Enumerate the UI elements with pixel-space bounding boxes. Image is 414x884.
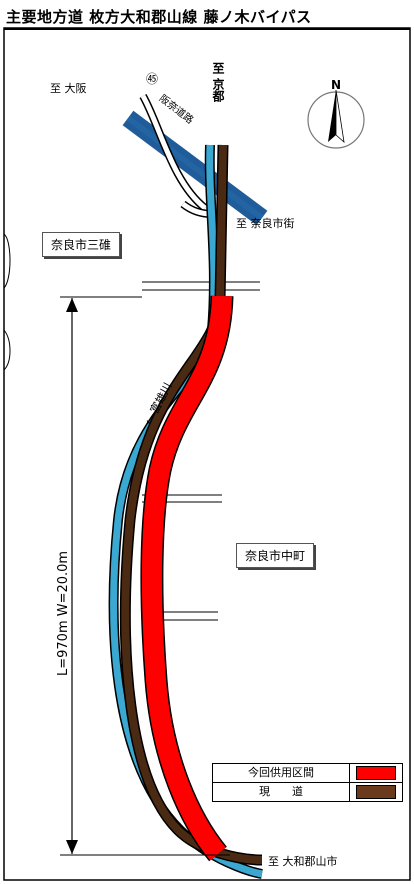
label-area-mikkurami: 奈良市三碓 <box>42 232 121 257</box>
dimension-line <box>60 296 230 856</box>
legend: 今回供用区間 現 道 <box>212 763 403 802</box>
new-section-road <box>140 295 234 862</box>
route-badge: ㊺ <box>146 72 159 86</box>
legend-label: 今回供用区間 <box>213 764 350 782</box>
label-to-yamato-koriyama: 至 大和郡山市 <box>268 855 338 868</box>
map-edge-bracket <box>3 233 11 371</box>
legend-label: 現 道 <box>213 783 350 801</box>
label-area-nakamachi: 奈良市中町 <box>236 543 315 568</box>
label-to-nara-city: 至 奈良市街 <box>236 217 295 230</box>
legend-swatch-red <box>356 766 396 780</box>
label-to-kyoto: 至 京都 <box>211 62 225 103</box>
legend-swatch-brown <box>356 785 396 799</box>
north-label: N <box>331 78 342 92</box>
existing-road <box>119 144 263 866</box>
dimension-label: L=970m W=20.0m <box>56 550 71 676</box>
expressway-road <box>122 110 268 226</box>
map-title: 主要地方道 枚方大和郡山線 藤ノ木バイパス <box>6 8 312 26</box>
legend-item-existing-road: 現 道 <box>213 782 402 801</box>
legend-item-new-section: 今回供用区間 <box>213 764 402 782</box>
label-to-osaka: 至 大阪 <box>50 82 87 95</box>
north-arrow-icon <box>307 89 365 149</box>
